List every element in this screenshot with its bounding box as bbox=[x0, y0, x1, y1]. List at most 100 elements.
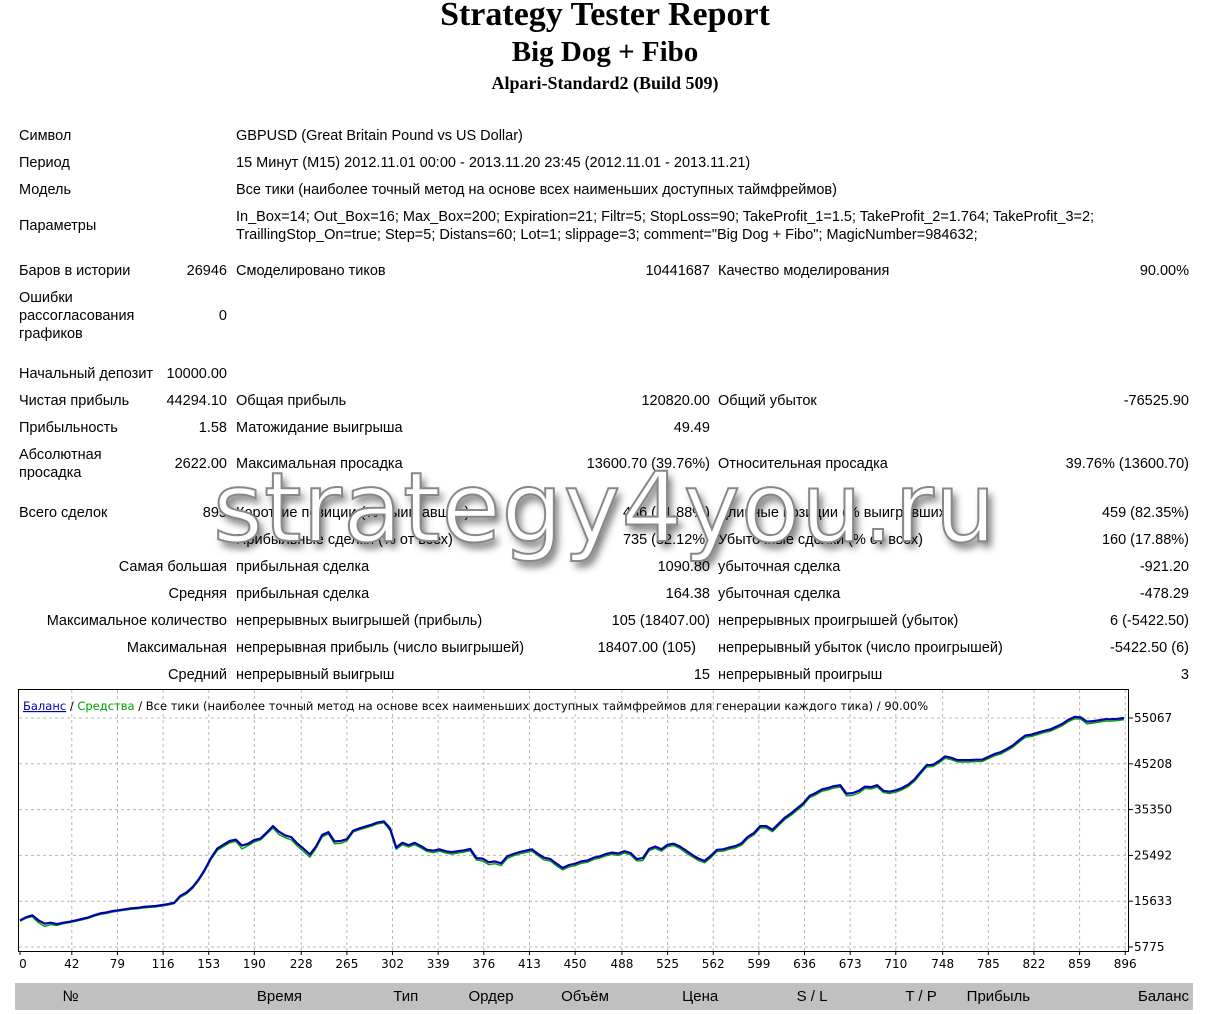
params-line2: TraillingStop_On=true; Step=5; Distans=6… bbox=[236, 227, 978, 243]
model-label: Модель bbox=[19, 182, 72, 198]
deposit-label: Начальный депозит bbox=[19, 366, 154, 382]
payoff-value: 49.49 bbox=[673, 420, 710, 436]
max-value-win-value: 18407.00 (105) bbox=[597, 640, 696, 656]
average-win-value: 164.38 bbox=[665, 586, 710, 602]
plot-frame bbox=[18, 689, 1129, 952]
long-positions-value: 459 (82.35%) bbox=[1101, 505, 1189, 521]
x-tick-label: 450 bbox=[564, 957, 587, 971]
x-tick-label: 859 bbox=[1068, 957, 1091, 971]
params-label: Параметры bbox=[19, 218, 97, 234]
profit-factor-label: Прибыльность bbox=[19, 420, 118, 436]
long-positions-label: Длинные позиции (% выигравших) bbox=[718, 505, 951, 521]
max-value-loss-value: -5422.50 (6) bbox=[1110, 640, 1189, 656]
largest-win-value: 1090.80 bbox=[657, 559, 710, 575]
x-axis-ticks: 0 42 79 116 153 190 228 265 302 339 376 413 450 488 52… bbox=[19, 951, 1137, 971]
max-count-loss-label: непрерывных проигрышей (убыток) bbox=[718, 613, 959, 629]
y-tick-label: 35350 bbox=[1134, 803, 1172, 817]
balance-chart: 55067 45208 35350 25492 15633 5775 0 42 79 116 15… bbox=[18, 689, 1172, 971]
largest-loss-label: убыточная сделка bbox=[718, 559, 841, 575]
x-tick-label: 413 bbox=[518, 957, 541, 971]
x-tick-label: 599 bbox=[747, 957, 770, 971]
losing-trades-value: 160 (17.88%) bbox=[1101, 532, 1189, 548]
max-value-label: Максимальная bbox=[126, 640, 227, 656]
abs-drawdown-value: 2622.00 bbox=[174, 456, 227, 472]
winning-trades-label: Прибыльные сделки (% от всех) bbox=[236, 532, 453, 548]
avg-consecutive-win-value: 15 bbox=[693, 667, 710, 683]
symbol-label: Символ bbox=[19, 128, 72, 144]
quality-value: 90.00% bbox=[1139, 263, 1189, 279]
avg-consecutive-win-label: непрерывный выигрыш bbox=[236, 667, 395, 683]
x-tick-label: 302 bbox=[381, 957, 404, 971]
table-header-cell: Время bbox=[84, 983, 306, 1010]
x-tick-label: 748 bbox=[931, 957, 954, 971]
quality-label: Качество моделирования bbox=[718, 263, 890, 279]
average-loss-value: -478.29 bbox=[1139, 586, 1189, 602]
avg-consecutive-loss-label: непрерывный проигрыш bbox=[718, 667, 883, 683]
net-profit-value: 44294.10 bbox=[166, 393, 227, 409]
largest-win-label: прибыльная сделка bbox=[236, 559, 370, 575]
x-tick-label: 636 bbox=[793, 957, 816, 971]
largest-label: Самая большая bbox=[118, 559, 227, 575]
params-line1: In_Box=14; Out_Box=16; Max_Box=200; Expi… bbox=[236, 209, 1095, 225]
payoff-label: Матожидание выигрыша bbox=[236, 420, 403, 436]
max-count-loss-value: 6 (-5422.50) bbox=[1110, 613, 1189, 629]
legend-balance: Баланс bbox=[23, 699, 66, 713]
max-value-win-label: непрерывная прибыль (число выигрышей) bbox=[236, 640, 525, 656]
report-title: Strategy Tester Report bbox=[440, 0, 770, 33]
x-tick-label: 339 bbox=[427, 957, 450, 971]
x-tick-label: 0 bbox=[19, 957, 27, 971]
x-tick-label: 562 bbox=[702, 957, 725, 971]
x-tick-label: 710 bbox=[884, 957, 907, 971]
chart-series bbox=[19, 715, 1125, 928]
total-trades-label: Всего сделок bbox=[19, 505, 108, 521]
chart-grid bbox=[19, 690, 1128, 951]
abs-drawdown-label: Абсолютная просадка bbox=[19, 447, 102, 481]
x-tick-label: 153 bbox=[197, 957, 220, 971]
bars-value: 26946 bbox=[186, 263, 227, 279]
max-count-label: Максимальное количество bbox=[46, 613, 227, 629]
ticks-value: 10441687 bbox=[645, 263, 710, 279]
deposit-value: 10000.00 bbox=[166, 366, 227, 382]
table-header-cell: Прибыль bbox=[942, 983, 1035, 1010]
period-label: Период bbox=[19, 155, 70, 171]
legend-equity: Средства bbox=[77, 699, 134, 713]
rel-drawdown-value: 39.76% (13600.70) bbox=[1065, 456, 1189, 472]
net-profit-label: Чистая прибыль bbox=[19, 393, 130, 409]
winning-trades-value: 735 (82.12%) bbox=[622, 532, 710, 548]
table-header-cell: S / L bbox=[724, 983, 832, 1010]
gross-profit-value: 120820.00 bbox=[641, 393, 710, 409]
balance-line bbox=[19, 715, 1125, 926]
report-subtitle: Big Dog + Fibo bbox=[511, 36, 699, 68]
losing-trades-label: Убыточные сделки (% от всех) bbox=[718, 532, 923, 548]
profit-factor-value: 1.58 bbox=[198, 420, 227, 436]
mismatch-value: 0 bbox=[218, 308, 227, 324]
x-tick-label: 673 bbox=[839, 957, 862, 971]
y-tick-label: 5775 bbox=[1134, 940, 1165, 954]
largest-loss-value: -921.20 bbox=[1139, 559, 1189, 575]
average-loss-label: убыточная сделка bbox=[718, 586, 841, 602]
max-drawdown-value: 13600.70 (39.76%) bbox=[586, 456, 710, 472]
x-tick-label: 265 bbox=[335, 957, 358, 971]
rel-drawdown-label: Относительная просадка bbox=[718, 456, 888, 472]
x-tick-label: 896 bbox=[1114, 957, 1137, 971]
legend-rest: / Все тики (наиболее точный метод на осн… bbox=[138, 699, 928, 713]
max-value-loss-label: непрерывный убыток (число проигрышей) bbox=[718, 640, 1003, 656]
model-value: Все тики (наиболее точный метод на основ… bbox=[236, 182, 837, 198]
max-count-win-value: 105 (18407.00) bbox=[611, 613, 710, 629]
table-header-cell: № bbox=[15, 983, 83, 1010]
table-header-cell: T / P bbox=[833, 983, 941, 1010]
y-tick-label: 45208 bbox=[1134, 757, 1172, 771]
x-tick-label: 79 bbox=[110, 957, 125, 971]
avg-consecutive-label: Средний bbox=[168, 667, 227, 683]
short-positions-value: 436 (81.88%) bbox=[622, 505, 710, 521]
avg-consecutive-loss-value: 3 bbox=[1180, 667, 1189, 683]
gross-loss-label: Общий убыток bbox=[718, 393, 817, 409]
bars-label: Баров в истории bbox=[19, 263, 131, 279]
x-tick-label: 376 bbox=[472, 957, 495, 971]
average-win-label: прибыльная сделка bbox=[236, 586, 370, 602]
max-count-win-label: непрерывных выигрышей (прибыль) bbox=[236, 613, 483, 629]
gross-loss-value: -76525.90 bbox=[1123, 393, 1189, 409]
ticks-label: Смоделировано тиков bbox=[236, 263, 386, 279]
period-value: 15 Минут (M15) 2012.11.01 00:00 - 2013.1… bbox=[236, 155, 751, 171]
